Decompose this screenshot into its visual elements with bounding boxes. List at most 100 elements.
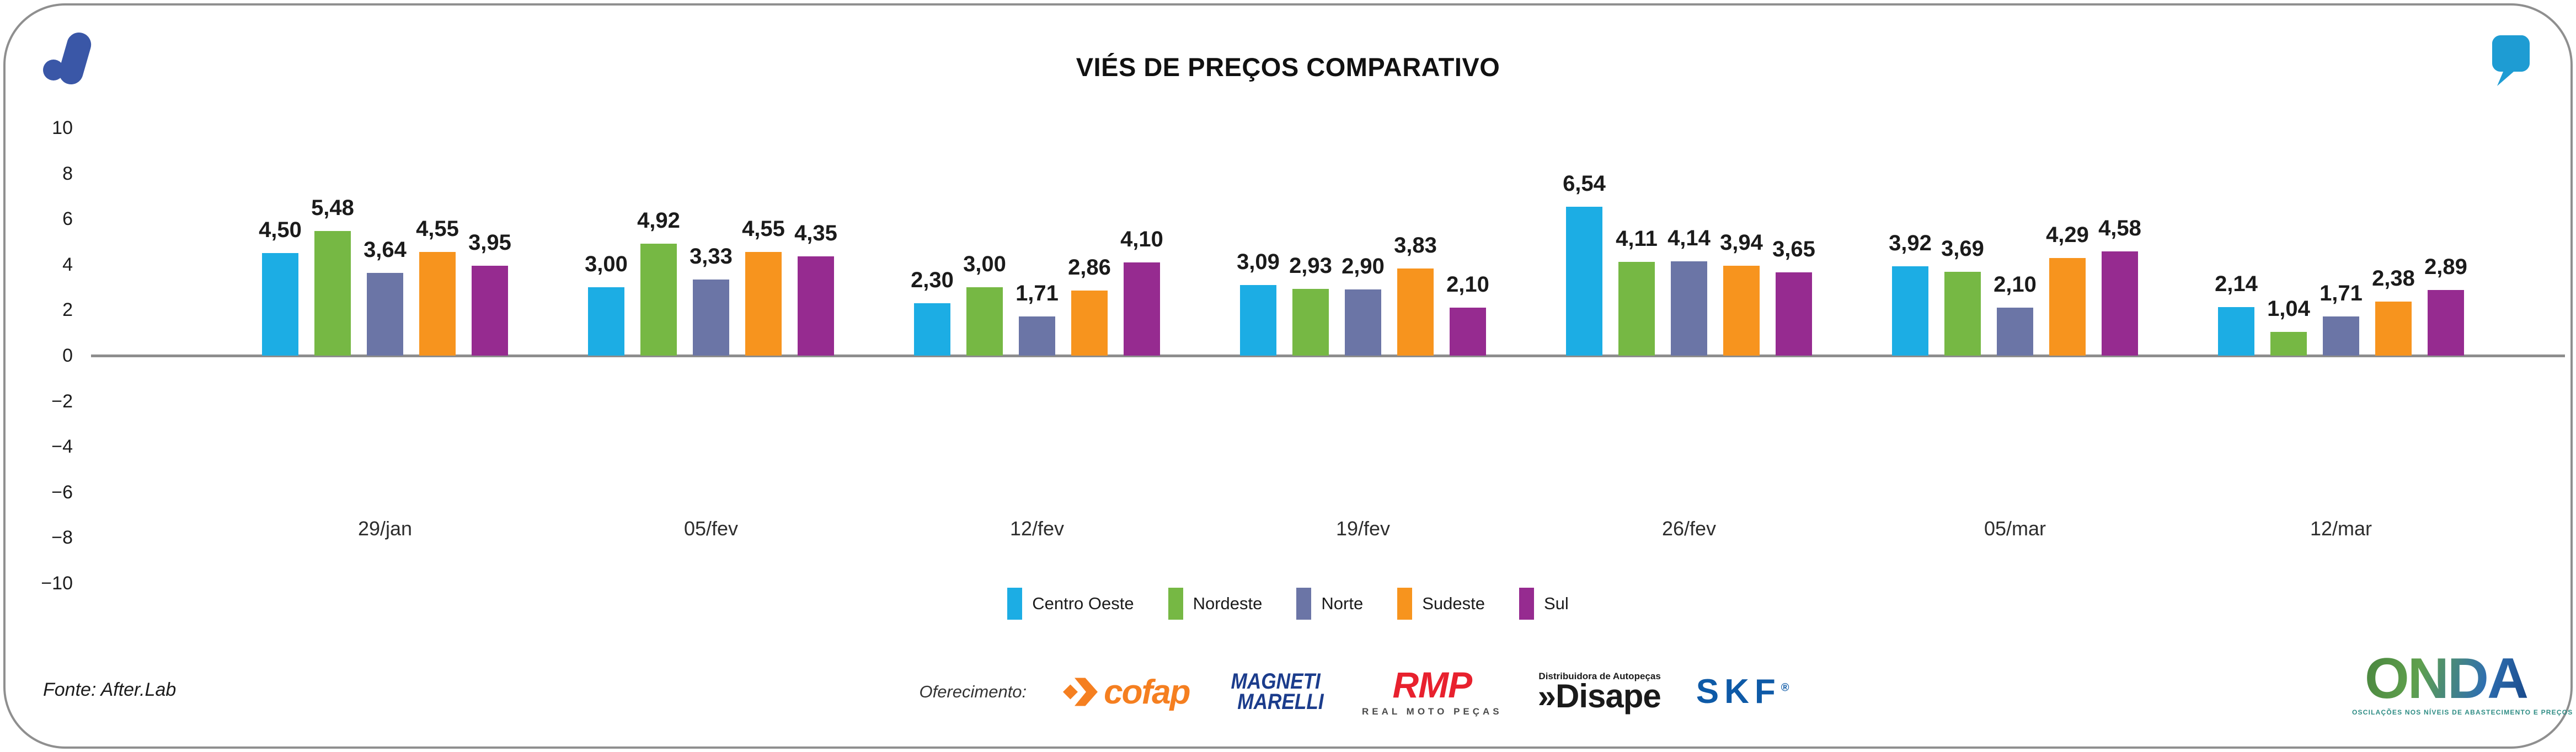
onda-tagline: OSCILAÇÕES NOS NÍVEIS DE ABASTECIMENTO E… bbox=[2352, 708, 2573, 716]
legend-item-norte: Norte bbox=[1296, 588, 1363, 620]
legend-swatch bbox=[1168, 588, 1183, 620]
bar-sul bbox=[1450, 308, 1486, 356]
bar-sul bbox=[2102, 251, 2138, 356]
bar-value-label: 1,71 bbox=[2320, 281, 2363, 306]
cofap-logo: cofap bbox=[1062, 673, 1191, 712]
bar-value-label: 3,94 bbox=[1720, 230, 1763, 255]
bar-norte bbox=[1019, 316, 1055, 356]
bar-sul bbox=[472, 265, 508, 356]
y-axis-tick: 2 bbox=[62, 299, 73, 321]
disape-subtext: Distribuidora de Autopeças bbox=[1538, 671, 1661, 681]
bar-centro-oeste bbox=[588, 287, 624, 356]
y-axis-tick: 4 bbox=[62, 254, 73, 275]
onda-wordmark: ONDA bbox=[2352, 650, 2540, 707]
x-axis-label: 26/fev bbox=[1661, 517, 1717, 540]
x-axis-label: 29/jan bbox=[357, 517, 413, 540]
bar-value-label: 4,92 bbox=[637, 208, 680, 233]
bar-value-label: 4,10 bbox=[1120, 227, 1163, 251]
bar-nordeste bbox=[966, 287, 1003, 356]
bar-value-label: 3,92 bbox=[1889, 231, 1932, 256]
x-axis-label: 12/fev bbox=[1009, 517, 1065, 540]
bar-value-label: 2,14 bbox=[2215, 271, 2258, 296]
bar-sul bbox=[1124, 262, 1160, 356]
bar-value-label: 6,54 bbox=[1563, 171, 1606, 196]
quote-icon bbox=[2492, 35, 2530, 86]
y-axis-tick: 6 bbox=[62, 208, 73, 230]
bar-value-label: 3,00 bbox=[585, 252, 628, 277]
legend-swatch bbox=[1296, 588, 1312, 620]
bar-nordeste bbox=[1292, 288, 1329, 356]
disape-logo: Distribuidora de Autopeças »Disape bbox=[1538, 671, 1661, 713]
chart-card bbox=[3, 3, 2573, 749]
magneti-marelli-logo: MAGNETI MARELLI bbox=[1231, 669, 1324, 713]
bar-value-label: 4,55 bbox=[416, 217, 459, 241]
rmp-logo: RMP REAL MOTO PEÇAS bbox=[1362, 667, 1503, 717]
y-axis-tick: 0 bbox=[62, 345, 73, 366]
cofap-wordmark: cofap bbox=[1104, 673, 1190, 711]
sponsorship-label: Oferecimento: bbox=[919, 682, 1027, 701]
bar-sul bbox=[798, 256, 834, 356]
x-axis-label: 05/mar bbox=[1984, 517, 2046, 540]
bar-value-label: 5,48 bbox=[311, 195, 354, 220]
legend-swatch bbox=[1519, 588, 1534, 620]
brand-mark-icon bbox=[40, 28, 106, 94]
bar-value-label: 3,09 bbox=[1237, 250, 1280, 275]
bar-value-label: 3,33 bbox=[690, 244, 733, 269]
bar-value-label: 4,29 bbox=[2046, 222, 2089, 247]
legend-item-centro-oeste: Centro Oeste bbox=[1007, 588, 1134, 620]
zero-axis-line bbox=[91, 354, 2565, 357]
bar-value-label: 2,90 bbox=[1342, 254, 1385, 279]
bar-norte bbox=[2323, 316, 2359, 356]
bar-value-label: 2,89 bbox=[2424, 254, 2467, 279]
source-note: Fonte: After.Lab bbox=[43, 679, 177, 700]
bar-nordeste bbox=[1618, 262, 1655, 356]
bar-centro-oeste bbox=[1892, 266, 1928, 356]
bar-norte bbox=[693, 280, 729, 356]
bar-norte bbox=[367, 272, 403, 356]
chart-legend: Centro Oeste Nordeste Norte Sudeste Sul bbox=[0, 588, 2576, 620]
bar-nordeste bbox=[640, 243, 677, 356]
sponsors-row: Oferecimento: cofap MAGNETI MARELLI RMP … bbox=[919, 651, 1789, 733]
bar-sul bbox=[2428, 289, 2464, 356]
bar-value-label: 1,71 bbox=[1016, 281, 1059, 306]
x-axis-label: 05/fev bbox=[683, 517, 739, 540]
bar-norte bbox=[1345, 289, 1381, 356]
y-axis-tick: 8 bbox=[62, 163, 73, 184]
bar-value-label: 4,55 bbox=[742, 217, 785, 241]
bar-value-label: 3,69 bbox=[1941, 236, 1984, 261]
legend-label: Sudeste bbox=[1422, 594, 1485, 613]
bar-nordeste bbox=[314, 230, 351, 356]
legend-label: Centro Oeste bbox=[1032, 594, 1134, 613]
bar-value-label: 3,65 bbox=[1772, 237, 1815, 262]
y-axis-tick: 10 bbox=[52, 117, 73, 138]
bar-sul bbox=[1776, 272, 1812, 356]
bar-value-label: 2,93 bbox=[1289, 253, 1332, 278]
bar-value-label: 2,10 bbox=[1994, 272, 2037, 297]
y-axis-tick: −8 bbox=[51, 527, 73, 549]
magneti-line: MAGNETI bbox=[1231, 669, 1321, 694]
legend-label: Nordeste bbox=[1193, 594, 1263, 613]
bar-centro-oeste bbox=[1566, 206, 1602, 356]
bar-value-label: 2,38 bbox=[2372, 266, 2415, 291]
cofap-chevron-icon bbox=[1062, 678, 1098, 706]
legend-label: Norte bbox=[1321, 594, 1364, 613]
x-axis-label: 19/fev bbox=[1335, 517, 1391, 540]
legend-item-nordeste: Nordeste bbox=[1168, 588, 1263, 620]
bar-value-label: 4,35 bbox=[794, 221, 837, 246]
bar-value-label: 3,95 bbox=[468, 230, 511, 255]
onda-logo: ONDA OSCILAÇÕES NOS NÍVEIS DE ABASTECIME… bbox=[2352, 650, 2573, 716]
y-axis-tick: −6 bbox=[51, 481, 73, 503]
y-axis-tick: −10 bbox=[41, 573, 73, 594]
legend-swatch bbox=[1007, 588, 1023, 620]
bar-value-label: 3,64 bbox=[364, 237, 407, 262]
bar-sudeste bbox=[2375, 301, 2412, 356]
bar-value-label: 1,04 bbox=[2267, 297, 2310, 321]
bar-sudeste bbox=[1723, 266, 1760, 356]
skf-logo: SKF® bbox=[1696, 673, 1789, 711]
y-axis-tick: −4 bbox=[51, 436, 73, 458]
rmp-wordmark: RMP bbox=[1392, 664, 1472, 705]
y-axis-tick: −2 bbox=[51, 390, 73, 412]
bar-value-label: 2,86 bbox=[1068, 255, 1111, 280]
bar-sudeste bbox=[419, 252, 456, 356]
bar-value-label: 4,14 bbox=[1668, 226, 1711, 251]
